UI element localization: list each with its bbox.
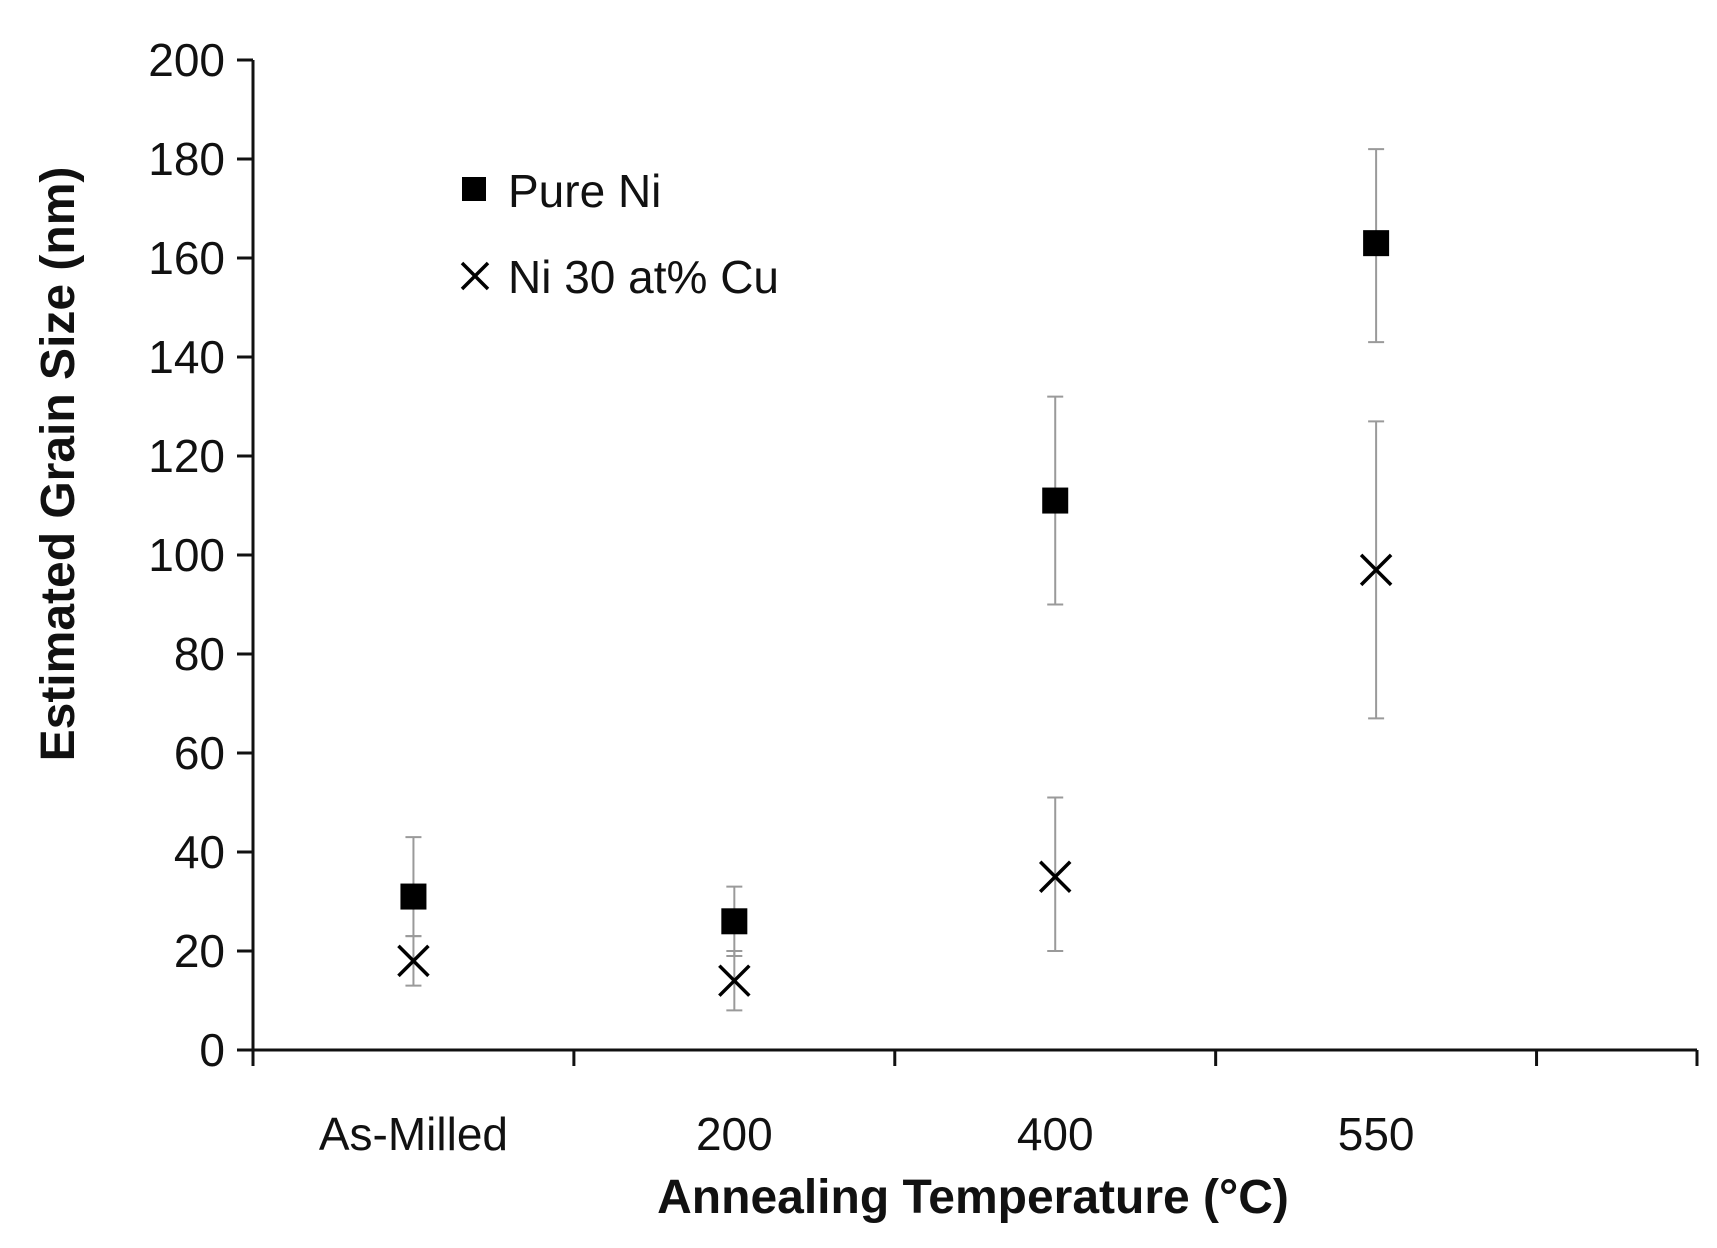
y-tick-label: 80: [174, 628, 225, 680]
data-point-x: [718, 964, 751, 997]
legend: Pure Ni Ni 30 at% Cu: [460, 165, 779, 303]
tick-labels: 0 20 40 60 80 100 120 140 160 180 200 As-Milled 200 4…: [148, 34, 1414, 1160]
y-tick-label: 100: [148, 529, 225, 581]
x-tick-label: As-Milled: [319, 1108, 508, 1160]
legend-x-marker: [460, 261, 490, 291]
data-markers: [397, 230, 1393, 997]
y-tick-label: 40: [174, 826, 225, 878]
x-tick-label: 550: [1338, 1108, 1415, 1160]
axes: [237, 58, 1699, 1066]
y-tick-label: 20: [174, 925, 225, 977]
data-point-x: [397, 944, 430, 978]
x-tick-label: 400: [1017, 1108, 1094, 1160]
y-axis-title: Estimated Grain Size (nm): [32, 167, 85, 762]
y-tick-label: 140: [148, 331, 225, 383]
data-point-x: [1359, 553, 1393, 587]
y-tick-label: 180: [148, 133, 225, 185]
y-tick-label: 200: [148, 34, 225, 86]
data-point-square: [1363, 230, 1390, 257]
legend-label-ni-cu: Ni 30 at% Cu: [508, 251, 779, 303]
x-tick-label: 200: [696, 1108, 773, 1160]
legend-square-marker: [462, 177, 486, 201]
x-axis-title: Annealing Temperature (°C): [657, 1171, 1289, 1224]
data-point-square: [400, 883, 427, 910]
legend-label-pure-ni: Pure Ni: [508, 165, 661, 217]
y-tick-label: 160: [148, 232, 225, 284]
y-tick-label: 60: [174, 727, 225, 779]
data-point-square: [721, 908, 748, 935]
y-tick-label: 0: [199, 1024, 225, 1076]
data-point-x: [1038, 860, 1072, 893]
data-point-square: [1042, 487, 1069, 514]
y-tick-label: 120: [148, 430, 225, 482]
